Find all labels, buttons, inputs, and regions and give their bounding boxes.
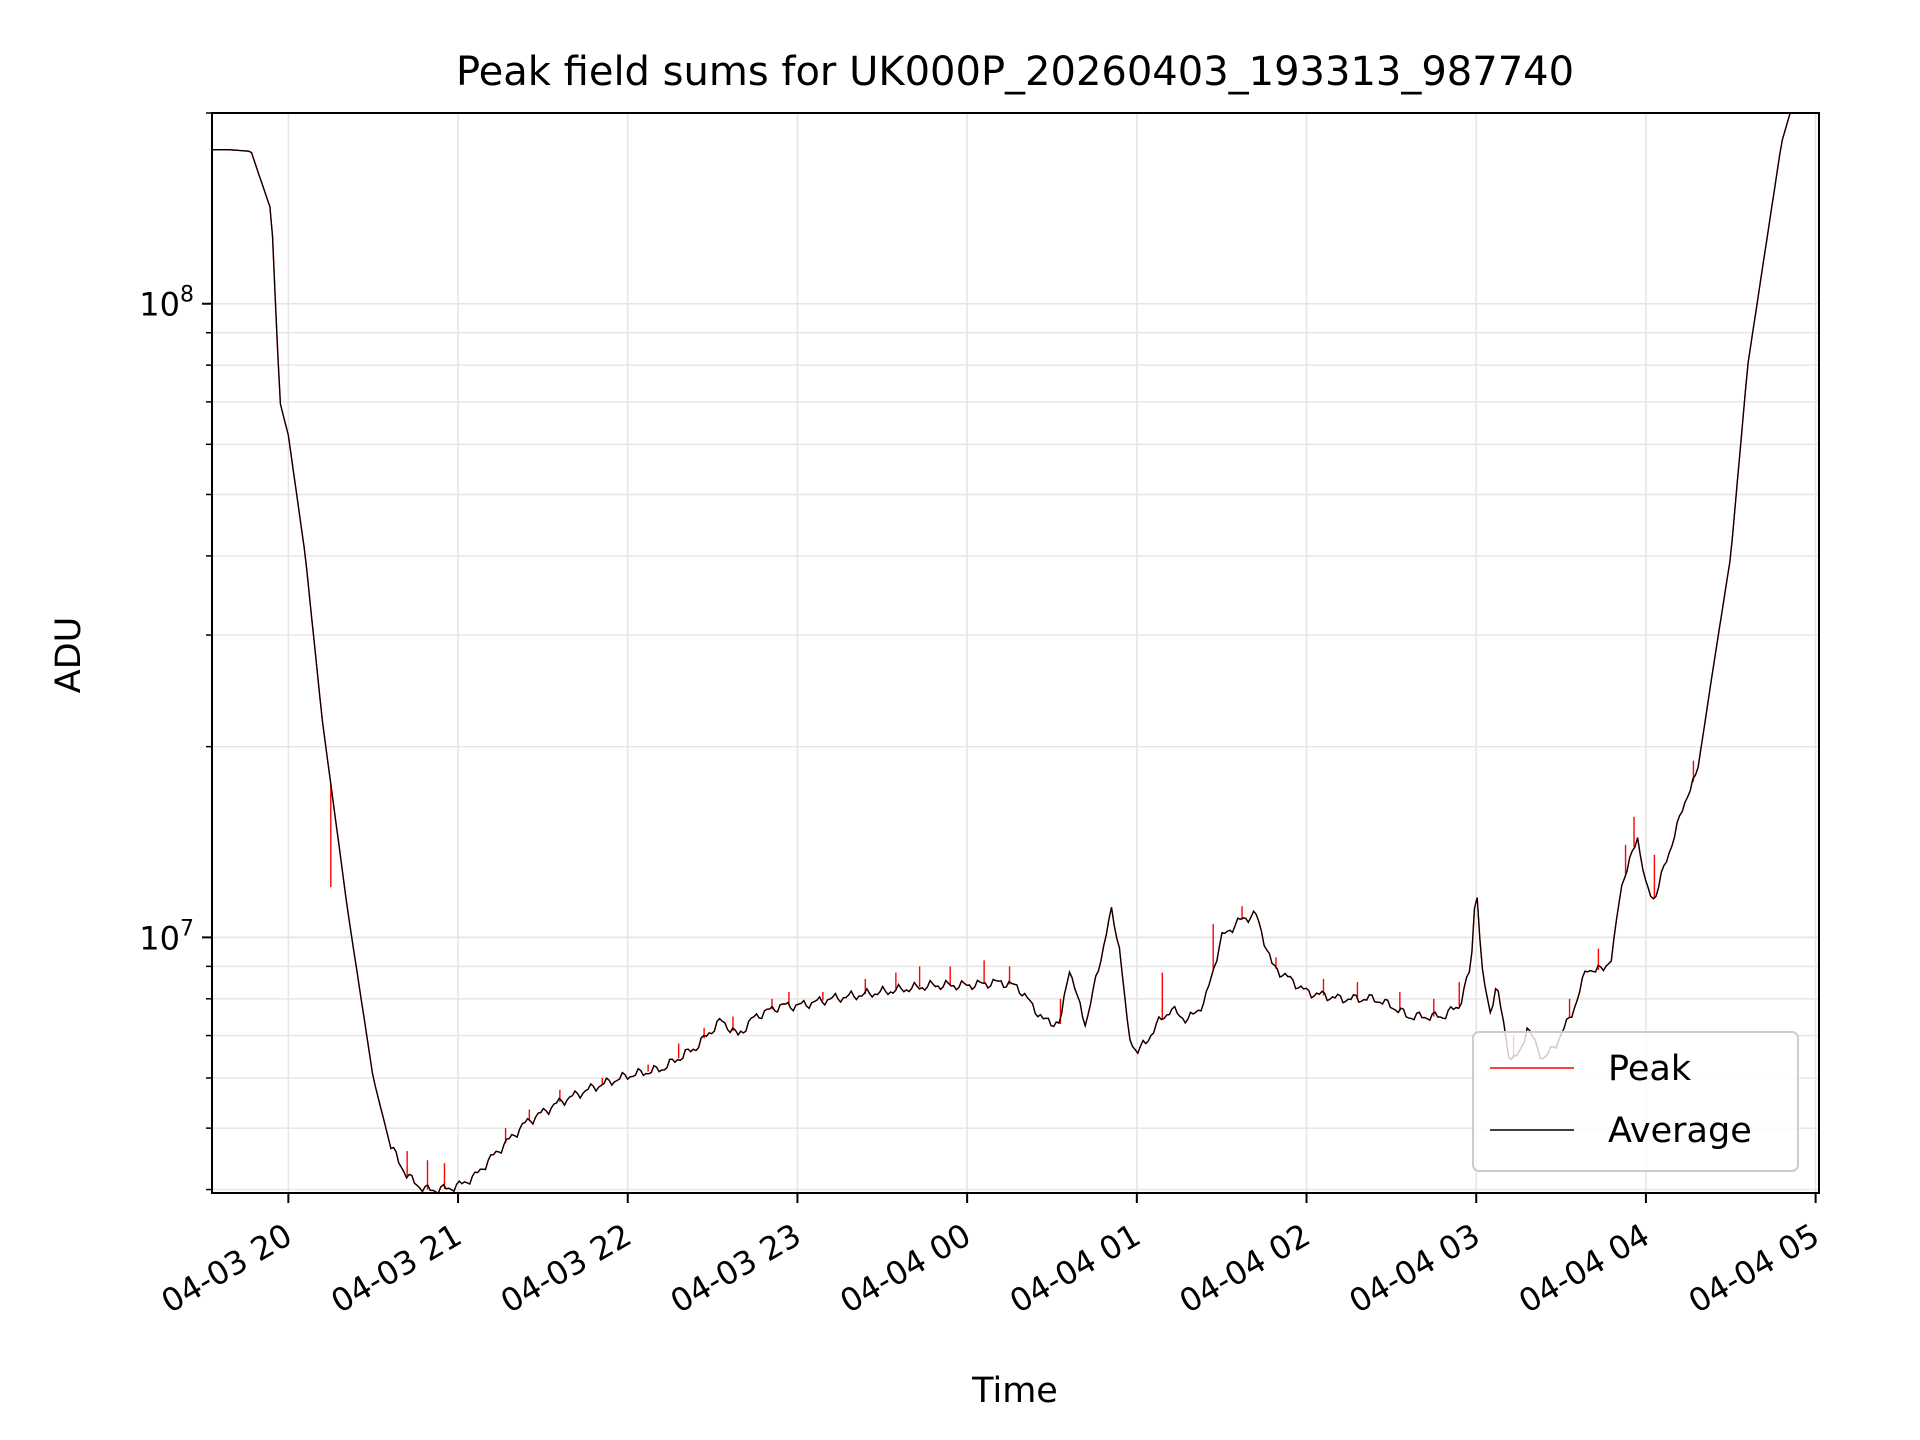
legend-average-label: Average bbox=[1608, 1111, 1752, 1151]
y-tick-label: 107 bbox=[139, 916, 194, 957]
chart-title: Peak field sums for UK000P_20260403_1933… bbox=[456, 49, 1574, 95]
legend: Peak Average bbox=[1472, 1031, 1799, 1172]
y-axis-label: ADU bbox=[49, 617, 89, 694]
y-tick-label: 108 bbox=[139, 283, 194, 324]
x-axis-label: Time bbox=[971, 1371, 1058, 1411]
average-series bbox=[212, 112, 1791, 1195]
grid bbox=[212, 112, 1819, 1193]
y-axis: 107 108 bbox=[139, 112, 212, 1191]
average-line bbox=[212, 112, 1791, 1195]
legend-box bbox=[1472, 1031, 1799, 1172]
plot-frame bbox=[211, 112, 1820, 1194]
legend-peak-label: Peak bbox=[1608, 1049, 1692, 1089]
